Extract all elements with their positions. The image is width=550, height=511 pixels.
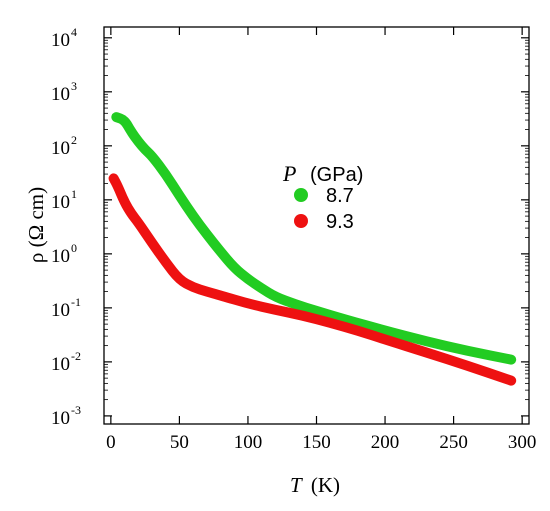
- y-tick-label: 10-2: [51, 349, 81, 375]
- legend: P (GPa) 8.79.3: [282, 161, 363, 233]
- x-tick-label: 0: [106, 432, 116, 453]
- y-tick-label: 100: [51, 241, 77, 267]
- legend-items: 8.79.3: [294, 185, 354, 233]
- series-line-9.3: [108, 173, 517, 386]
- y-tick-label: 104: [51, 25, 77, 51]
- legend-label: 8.7: [326, 185, 354, 207]
- legend-label: 9.3: [326, 211, 354, 233]
- legend-title: P (GPa): [282, 161, 363, 186]
- x-axis: 0 50 100 150 200 250 300: [106, 27, 536, 453]
- x-tick-label: 150: [302, 432, 331, 453]
- y-axis: 10-3 10-2 10-1 100 101 102 103 104: [51, 25, 529, 429]
- x-tick-label: 300: [508, 432, 537, 453]
- legend-swatch: [294, 214, 308, 228]
- series-layer: [108, 112, 517, 386]
- x-axis-title: T (K): [290, 473, 340, 497]
- x-tick-label: 200: [371, 432, 400, 453]
- y-tick-label: 101: [51, 187, 77, 213]
- y-tick-label: 10-1: [51, 295, 81, 321]
- series-line-8.7: [111, 112, 517, 365]
- y-tick-label: 103: [51, 79, 77, 105]
- legend-title-unit: (GPa): [310, 164, 363, 186]
- x-axis-variable: T: [290, 473, 303, 497]
- y-axis-title: ρ (Ω cm): [24, 187, 48, 263]
- legend-swatch: [294, 188, 308, 202]
- y-tick-label: 102: [51, 133, 77, 159]
- x-axis-unit: (K): [311, 473, 340, 497]
- y-tick-label: 10-3: [51, 403, 81, 429]
- x-tick-label: 50: [170, 432, 189, 453]
- x-tick-label: 250: [439, 432, 468, 453]
- legend-title-variable: P: [282, 161, 296, 186]
- x-tick-label: 100: [234, 432, 263, 453]
